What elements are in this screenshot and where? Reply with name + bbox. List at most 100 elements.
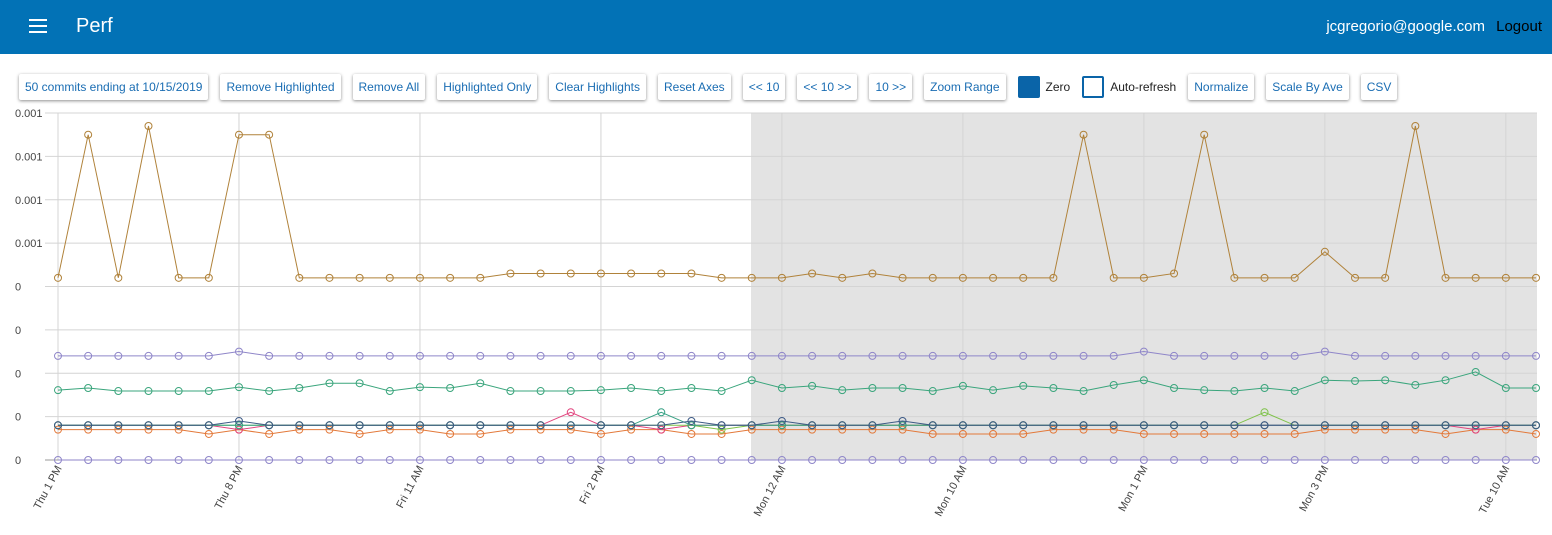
checkbox-box[interactable]	[1017, 76, 1040, 98]
data-point	[234, 347, 243, 356]
data-point	[898, 273, 907, 282]
data-point	[687, 456, 696, 464]
data-point	[1139, 376, 1148, 385]
toolbar-button[interactable]: Remove Highlighted	[220, 74, 341, 100]
data-point	[989, 351, 998, 360]
toolbar-button[interactable]: Zoom Range	[924, 74, 1006, 100]
data-point	[777, 425, 786, 434]
data-point	[989, 421, 998, 430]
data-point	[808, 456, 817, 464]
data-point	[989, 456, 998, 464]
data-point	[204, 351, 213, 360]
data-point	[385, 273, 394, 282]
data-point	[446, 456, 455, 464]
data-point	[808, 381, 817, 390]
data-point	[989, 386, 998, 395]
y-tick-label: 0.001	[15, 151, 43, 163]
chart: 0 0 0 0 0 0.001 0.001 0.001 0.001 Thu 1 PM Thu 8 P…	[15, 108, 1540, 519]
data-point	[476, 379, 485, 388]
data-point	[325, 379, 334, 388]
toolbar-button[interactable]: Clear Highlights	[549, 74, 646, 100]
toolbar-button[interactable]: CSV	[1360, 74, 1398, 100]
x-tick-label: Fri 2 PM	[577, 464, 607, 506]
data-point	[868, 456, 877, 464]
data-point	[84, 351, 93, 360]
y-tick-label: 0	[15, 412, 21, 424]
toolbar-button[interactable]: Highlighted Only	[437, 74, 538, 100]
data-point	[1290, 429, 1299, 438]
data-point	[1049, 421, 1058, 430]
data-point	[958, 351, 967, 360]
data-point	[928, 429, 937, 438]
data-point	[1019, 429, 1028, 438]
data-point	[1260, 408, 1269, 417]
data-point	[1441, 351, 1450, 360]
data-point	[415, 456, 424, 464]
data-point	[54, 425, 62, 434]
data-point	[777, 456, 786, 464]
toolbar-button[interactable]: Scale By Ave	[1266, 74, 1349, 100]
toolbar-button[interactable]: 50 commits ending at 10/15/2019	[19, 74, 209, 100]
toolbar-button[interactable]: 10 >>	[869, 74, 913, 100]
checkbox[interactable]: Zero	[1017, 76, 1070, 98]
y-tick-label: 0.001	[15, 195, 43, 207]
data-point	[1411, 421, 1420, 430]
data-point	[657, 351, 666, 360]
data-point	[1139, 421, 1148, 430]
toolbar-button[interactable]: Reset Axes	[657, 74, 731, 100]
data-point	[808, 421, 817, 430]
data-point	[596, 429, 605, 438]
data-point	[536, 425, 545, 434]
data-point	[325, 425, 334, 434]
toolbar-button[interactable]: Normalize	[1188, 74, 1255, 100]
y-tick-label: 0	[15, 325, 21, 337]
toolbar-button[interactable]: Remove All	[352, 74, 426, 100]
checkbox-label: Auto-refresh	[1110, 80, 1177, 94]
y-tick-label: 0	[15, 282, 21, 294]
data-point	[1501, 273, 1510, 282]
data-point	[144, 387, 153, 396]
data-point	[54, 386, 62, 395]
data-point	[838, 425, 847, 434]
data-point	[747, 376, 756, 385]
checkbox-box[interactable]	[1082, 76, 1105, 98]
data-point	[596, 386, 605, 395]
data-point	[446, 421, 455, 430]
data-point	[777, 351, 786, 360]
data-point	[1260, 421, 1269, 430]
menu-icon[interactable]	[29, 19, 47, 37]
data-point	[1170, 351, 1179, 360]
toolbar-button[interactable]: << 10	[742, 74, 786, 100]
data-point	[265, 351, 274, 360]
data-point	[868, 269, 877, 278]
data-point	[174, 425, 183, 434]
data-point	[1230, 351, 1239, 360]
data-point	[385, 351, 394, 360]
data-point	[747, 351, 756, 360]
data-point	[1019, 381, 1028, 390]
data-point	[1441, 421, 1450, 430]
data-point	[566, 387, 575, 396]
logout-link[interactable]: Logout	[1496, 18, 1542, 35]
data-point	[295, 383, 304, 392]
data-point	[1411, 380, 1420, 389]
data-point	[838, 421, 847, 430]
data-point	[1290, 421, 1299, 430]
data-point	[1532, 429, 1540, 438]
checkbox[interactable]: Auto-refresh	[1082, 76, 1176, 98]
data-point	[808, 351, 817, 360]
data-point	[1441, 429, 1450, 438]
data-point	[114, 425, 123, 434]
data-point	[355, 429, 364, 438]
data-point	[687, 383, 696, 392]
y-tick-label: 0.001	[15, 108, 43, 120]
data-point	[808, 425, 817, 434]
data-point	[265, 429, 274, 438]
data-point	[536, 387, 545, 396]
data-point	[1411, 122, 1420, 131]
data-point	[747, 273, 756, 282]
data-point	[1230, 429, 1239, 438]
data-point	[747, 421, 756, 430]
data-point	[868, 421, 877, 430]
toolbar-button[interactable]: << 10 >>	[797, 74, 858, 100]
